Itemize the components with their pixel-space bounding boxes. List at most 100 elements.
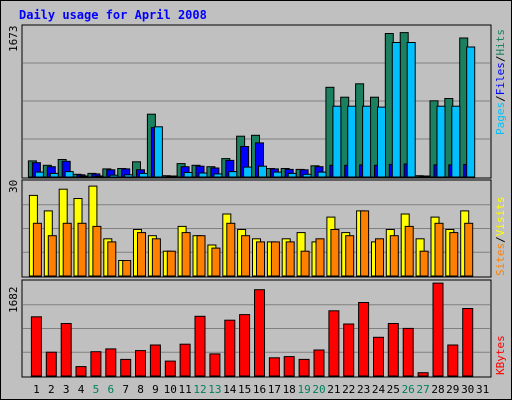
bar-pages (362, 105, 372, 178)
bar-sites (285, 241, 295, 277)
bar-sites (315, 238, 325, 277)
bar-pages (272, 171, 282, 178)
bar-pages (34, 171, 44, 178)
legend-separator: / (494, 95, 507, 102)
bar-kbytes (462, 308, 474, 377)
bar-sites (419, 250, 429, 277)
bar-kbytes (358, 302, 370, 377)
svg-text:KBytes: KBytes (494, 335, 507, 375)
x-tick-label: 15 (238, 383, 251, 396)
x-tick-label: 11 (178, 383, 191, 396)
bar-sites (389, 235, 399, 277)
bar-pages (168, 175, 178, 178)
bar-kbytes (254, 289, 265, 377)
bar-sites (92, 225, 102, 277)
bar-pages (139, 172, 148, 178)
svg-text:Sites/Visits: Sites/Visits (494, 197, 507, 277)
legend-visits: Visits (494, 197, 507, 237)
bar-pages (451, 105, 461, 178)
bar-kbytes (328, 310, 340, 377)
legend-sites: Sites (494, 243, 507, 276)
x-tick-label: 9 (152, 383, 159, 396)
bar-kbytes (432, 282, 444, 377)
bar-sites (300, 250, 310, 277)
x-tick-label: 12 (193, 383, 206, 396)
x-tick-label: 7 (122, 383, 129, 396)
x-tick-label: 29 (446, 383, 459, 396)
legend-hits: Hits (494, 29, 507, 56)
bar-kbytes (373, 336, 384, 377)
bar-sites (404, 225, 414, 277)
bar-pages (198, 172, 208, 178)
bar-pages (94, 175, 104, 178)
bar-kbytes (164, 360, 176, 377)
x-tick-label: 2 (48, 383, 55, 396)
bar-sites (375, 238, 384, 277)
legend-visits-panel: Sites/Visits (494, 197, 507, 277)
bar-sites (62, 222, 72, 277)
bar-sites (449, 232, 459, 277)
bar-sites (181, 232, 191, 277)
bar-pages (332, 105, 342, 178)
bar-sites (434, 222, 444, 277)
bar-pages (228, 171, 238, 178)
legend-kbytes-panel: KBytes (494, 335, 507, 375)
bar-pages (153, 126, 163, 178)
bar-sites (47, 235, 57, 277)
bar-kbytes (268, 357, 280, 377)
x-tick-label: 1 (33, 383, 40, 396)
x-tick-label: 10 (164, 383, 177, 396)
x-axis-labels: 1 2 3 4 5 6 7 8 9 10 11 12 13 14 15 16 17 18 19 20 21 22 23 24 2… (33, 383, 489, 396)
bar-pages (79, 175, 89, 178)
bars (27, 32, 476, 377)
bar-sites (256, 241, 265, 277)
bar-kbytes (149, 344, 161, 377)
ymax-label-visits: 30 (7, 180, 20, 193)
x-tick-label: 4 (78, 383, 85, 396)
bar-sites (211, 247, 221, 277)
legend-files: Files (494, 62, 507, 95)
bar-pages (406, 42, 416, 178)
bar-sites (241, 235, 251, 277)
bar-kbytes (298, 358, 310, 377)
x-tick-label: 27 (416, 383, 429, 396)
x-tick-label: 19 (297, 383, 310, 396)
chart-title: Daily usage for April 2008 (19, 8, 207, 22)
bar-pages (391, 42, 401, 178)
bar-pages (317, 171, 327, 178)
bar-sites (345, 235, 355, 277)
x-tick-label: 30 (461, 383, 474, 396)
x-tick-label: 26 (402, 383, 415, 396)
x-tick-label: 14 (223, 383, 237, 396)
bar-sites (196, 235, 206, 277)
bar-kbytes (224, 319, 236, 377)
x-tick-label: 8 (137, 383, 144, 396)
bar-kbytes (30, 316, 42, 377)
bar-pages (124, 174, 134, 178)
bar-pages (436, 105, 446, 178)
bar-pages (64, 171, 74, 178)
bar-kbytes (283, 356, 295, 377)
bar-sites (464, 222, 474, 277)
bar-kbytes (239, 314, 251, 377)
legend-separator: / (494, 236, 507, 243)
bar-kbytes (417, 372, 429, 377)
bar-kbytes (209, 353, 221, 377)
bar-pages (347, 105, 357, 178)
bar-sites (226, 222, 236, 277)
bar-kbytes (60, 323, 72, 377)
ymax-label-hits: 1673 (7, 26, 20, 53)
bar-pages (421, 175, 431, 178)
bar-sites (107, 241, 117, 277)
x-tick-label: 3 (63, 383, 70, 396)
bar-pages (258, 165, 267, 178)
bar-sites (122, 260, 132, 277)
x-tick-label: 16 (253, 383, 266, 396)
x-tick-label: 31 (476, 383, 489, 396)
bar-pages (377, 106, 386, 178)
bar-kbytes (90, 351, 102, 377)
x-tick-label: 17 (268, 383, 281, 396)
bar-pages (302, 173, 312, 178)
bar-kbytes (45, 351, 57, 377)
